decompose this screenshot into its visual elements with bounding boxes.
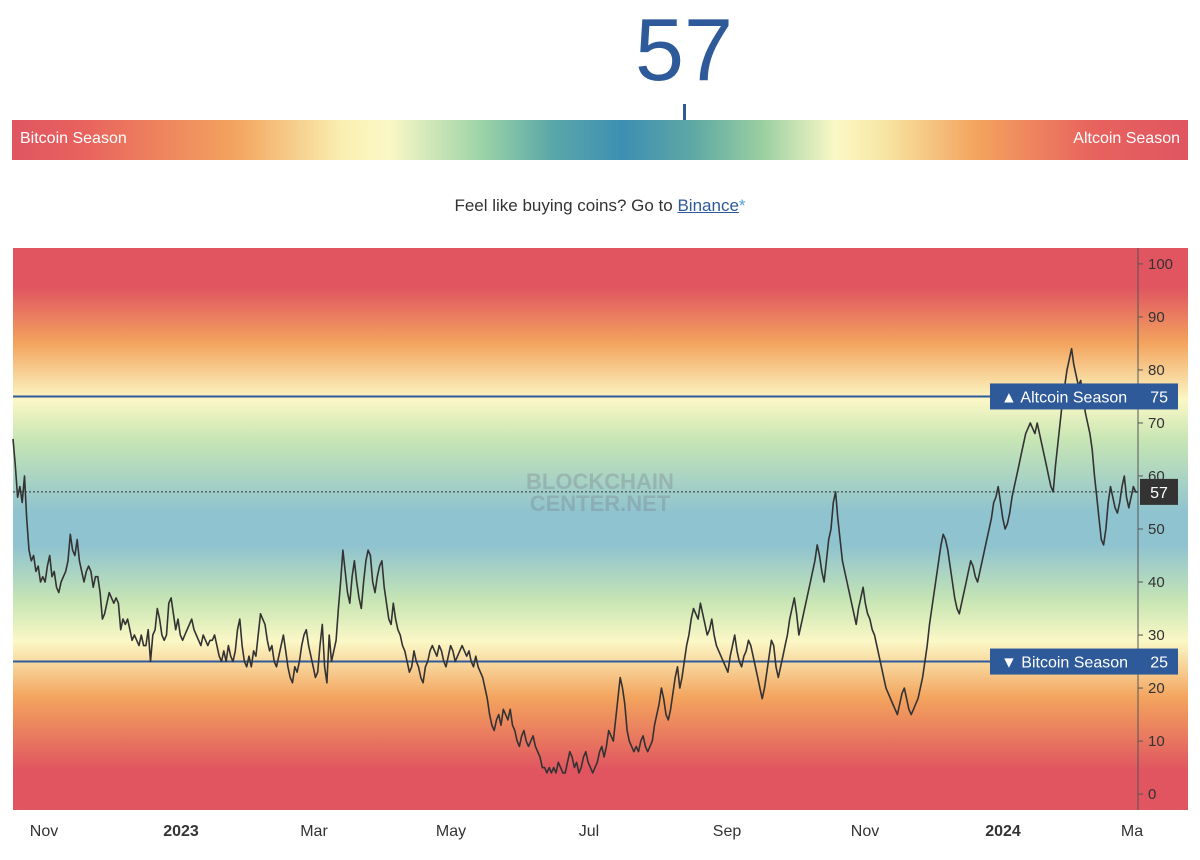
x-tick-label: Jul bbox=[579, 823, 599, 840]
x-tick-label: 2023 bbox=[163, 823, 199, 840]
y-tick-label: 30 bbox=[1148, 627, 1165, 644]
threshold-badge bbox=[990, 383, 1178, 410]
y-tick-label: 50 bbox=[1148, 521, 1165, 538]
y-tick-label: 90 bbox=[1148, 309, 1165, 326]
threshold-value: 25 bbox=[1150, 655, 1168, 672]
gauge-altcoin-season-label: Altcoin Season bbox=[1073, 130, 1180, 147]
y-tick-label: 10 bbox=[1148, 733, 1165, 750]
y-tick-label: 40 bbox=[1148, 574, 1165, 591]
gauge-bitcoin-season-label: Bitcoin Season bbox=[20, 130, 127, 147]
y-tick-label: 70 bbox=[1148, 415, 1165, 432]
x-tick-label: 2024 bbox=[985, 823, 1021, 840]
binance-link[interactable]: Binance bbox=[677, 196, 739, 215]
promo-text: Feel like buying coins? Go to Binance* bbox=[0, 196, 1200, 216]
y-tick-label: 0 bbox=[1148, 786, 1156, 803]
current-value-label: 57 bbox=[1150, 485, 1168, 502]
threshold-value: 75 bbox=[1150, 389, 1168, 406]
x-tick-label: Nov bbox=[30, 823, 58, 840]
y-tick-label: 20 bbox=[1148, 680, 1165, 697]
promo-prefix: Feel like buying coins? Go to bbox=[454, 196, 678, 215]
x-tick-label: Sep bbox=[713, 823, 742, 840]
plot-background bbox=[13, 248, 1188, 810]
altcoin-season-chart: BLOCKCHAIN CENTER.NET 010203040506070809… bbox=[12, 248, 1188, 840]
threshold-label: ▼ Bitcoin Season bbox=[1001, 655, 1128, 672]
x-tick-label: Nov bbox=[851, 823, 879, 840]
y-tick-label: 80 bbox=[1148, 362, 1165, 379]
gauge-value: 57 bbox=[635, 0, 733, 99]
x-tick-label: Ma bbox=[1121, 823, 1143, 840]
gauge-bar: Bitcoin Season Altcoin Season bbox=[12, 120, 1188, 160]
y-tick-label: 100 bbox=[1148, 256, 1173, 273]
x-tick-label: Mar bbox=[300, 823, 328, 840]
x-tick-label: May bbox=[436, 823, 466, 840]
promo-asterisk: * bbox=[738, 196, 746, 215]
watermark-line-2: CENTER.NET bbox=[530, 491, 671, 516]
current-value-badge bbox=[1140, 478, 1178, 505]
watermark-line-1: BLOCKCHAIN bbox=[526, 469, 674, 494]
threshold-label: ▲ Altcoin Season bbox=[1001, 389, 1127, 406]
series-line bbox=[12, 347, 1138, 774]
threshold-badge bbox=[990, 648, 1178, 675]
